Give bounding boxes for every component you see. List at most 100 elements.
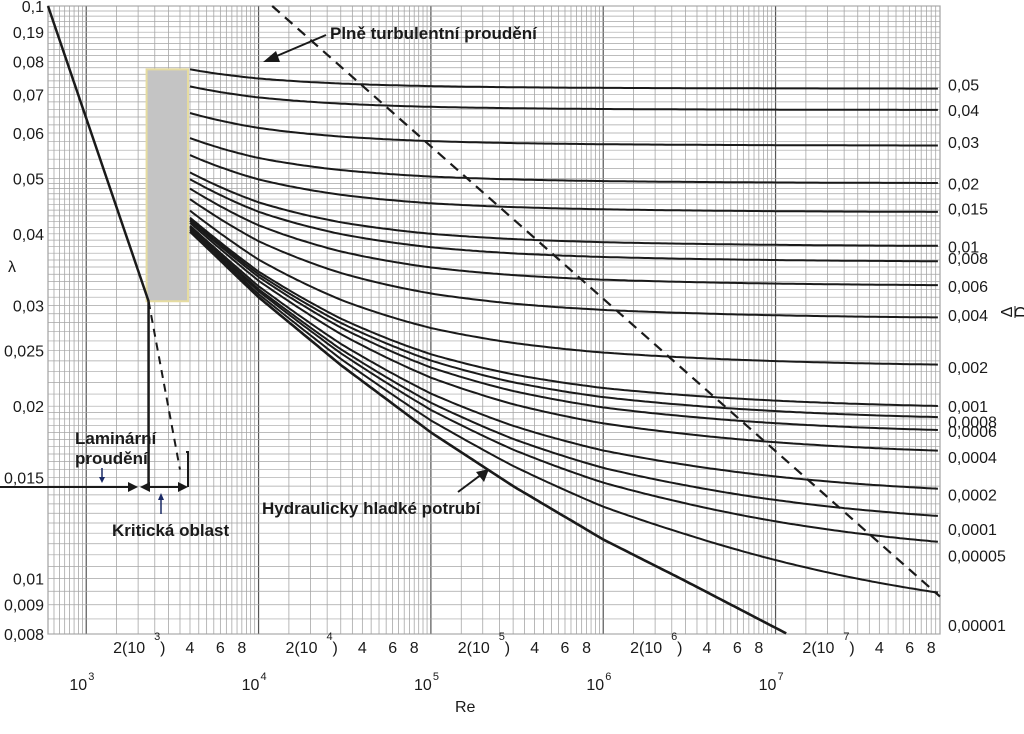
roughness-label: 0,05 xyxy=(948,78,979,95)
y-tick-label: 0,02 xyxy=(13,399,44,416)
annotation-smooth-text: Hydraulicky hladké potrubí xyxy=(262,499,481,518)
roughness-label: 0,0004 xyxy=(948,450,997,467)
x-tick-label-paren: ) xyxy=(849,640,854,657)
roughness-curve xyxy=(189,137,938,184)
y-tick-label: 0,1 xyxy=(22,0,44,16)
roughness-label: 0,0002 xyxy=(948,487,997,504)
y-tick-label: 0,05 xyxy=(13,171,44,188)
roughness-curves xyxy=(189,68,939,594)
x-tick-label-paren: ) xyxy=(332,640,337,657)
y-tick-label: 0,08 xyxy=(13,54,44,71)
laminar-range-arrowhead xyxy=(128,482,138,492)
roughness-curve xyxy=(189,112,938,147)
x-decade-label: 10 xyxy=(586,677,604,694)
roughness-curve xyxy=(189,224,938,490)
x-tick-label-paren: ) xyxy=(677,640,682,657)
critical-range-arrowhead-left xyxy=(140,482,150,492)
x-tick-label-paren: ) xyxy=(505,640,510,657)
y-tick-label: 0,07 xyxy=(13,88,44,105)
roughness-label: 0,0006 xyxy=(948,424,997,441)
y-tick-label: 0,009 xyxy=(4,598,44,615)
annotation-turbulent-arrowhead xyxy=(263,51,280,62)
x-tick-label-exp: 5 xyxy=(499,631,505,643)
y-tick-label: 0,015 xyxy=(4,471,44,488)
y-tick-label: 0,008 xyxy=(4,627,44,644)
annotation-laminar-text-1: Laminární xyxy=(75,429,158,448)
x-tick-label: 4 xyxy=(530,640,539,657)
x-tick-label: 2(10 xyxy=(113,640,145,657)
turbulent-boundary-dashed xyxy=(271,5,941,598)
roughness-label: 0,015 xyxy=(948,201,988,218)
x-tick-label-exp: 7 xyxy=(843,631,849,643)
x-tick-label: 6 xyxy=(216,640,225,657)
y-tick-label: 0,025 xyxy=(4,344,44,361)
annotation-laminar: Laminární proudění xyxy=(75,429,158,483)
x-decade-label: 10 xyxy=(69,677,87,694)
roughness-curve xyxy=(189,178,938,263)
roughness-label: 0,0008 xyxy=(948,415,997,432)
roughness-label: 0,001 xyxy=(948,399,988,416)
x-axis-label: Re xyxy=(455,699,476,716)
critical-small-arrowhead xyxy=(158,493,164,500)
annotation-critical: Kritická oblast xyxy=(112,493,229,540)
x-tick-label: 4 xyxy=(875,640,884,657)
annotation-smooth-arrowhead xyxy=(476,469,489,482)
roughness-label: 0,0001 xyxy=(948,522,997,539)
x-decade-label: 10 xyxy=(759,677,777,694)
annotation-turbulent-text: Plně turbulentní proudění xyxy=(330,24,538,43)
x-tick-label: 2(10 xyxy=(802,640,834,657)
x-tick-label: 4 xyxy=(703,640,712,657)
roughness-label: 0,006 xyxy=(948,279,988,296)
annotation-smooth-arrow-shaft xyxy=(457,473,483,493)
x-tick-label: 4 xyxy=(186,640,195,657)
roughness-curve xyxy=(189,219,938,431)
annotation-turbulent-arrow-shaft xyxy=(271,34,327,59)
x-tick-label: 8 xyxy=(582,640,591,657)
x-decade-label-exp: 7 xyxy=(778,671,784,683)
critical-range-bracket xyxy=(186,451,189,487)
roughness-label: 0,004 xyxy=(948,308,988,325)
x-decade-label-exp: 6 xyxy=(605,671,611,683)
x-decade-label: 10 xyxy=(414,677,432,694)
x-tick-label: 8 xyxy=(237,640,246,657)
x-decade-label-exp: 4 xyxy=(261,671,267,683)
annotation-critical-text: Kritická oblast xyxy=(112,521,229,540)
laminar-dashed-extension xyxy=(147,301,181,470)
laminar-small-arrowhead xyxy=(99,477,105,483)
y-tick-label: 0,01 xyxy=(13,572,44,589)
x-tick-label: 6 xyxy=(388,640,397,657)
roughness-curve xyxy=(189,68,938,90)
roughness-curve xyxy=(189,209,938,366)
y-tick-label: 0,04 xyxy=(13,227,44,244)
param-label-den: D xyxy=(1013,306,1024,318)
x-tick-label-exp: 4 xyxy=(326,631,332,643)
roughness-curve xyxy=(189,218,938,419)
roughness-curve xyxy=(189,229,939,594)
critical-range-arrowhead-right xyxy=(178,482,188,492)
x-tick-label: 8 xyxy=(754,640,763,657)
roughness-label: 0,03 xyxy=(948,135,979,152)
y-tick-label: 0,19 xyxy=(13,25,44,42)
x-tick-label: 8 xyxy=(410,640,419,657)
y-axis-label: λ xyxy=(8,259,16,276)
x-tick-label-exp: 3 xyxy=(154,631,160,643)
roughness-curve xyxy=(189,198,938,319)
roughness-curve xyxy=(189,85,938,111)
roughness-label: 0,01 xyxy=(948,240,979,257)
roughness-label: 0,00005 xyxy=(948,548,1006,565)
x-tick-label: 2(10 xyxy=(630,640,662,657)
x-tick-label: 4 xyxy=(358,640,367,657)
roughness-label: 0,04 xyxy=(948,103,979,120)
param-label-num: Δ xyxy=(999,306,1016,317)
roughness-label: 0,02 xyxy=(948,176,979,193)
x-decade-label-exp: 5 xyxy=(433,671,439,683)
laminar-line xyxy=(46,5,150,302)
roughness-labels: 0,05 0,04 0,03 0,02 0,015 0,010,008 0,006 0,004… xyxy=(948,78,1006,635)
y-tick-labels: 0,1 0,19 0,08 0,07 0,06 0,05 0,04 0,03 0,025 0,02… xyxy=(4,0,44,644)
x-tick-label: 6 xyxy=(733,640,742,657)
x-tick-label: 8 xyxy=(927,640,936,657)
x-tick-label-exp: 6 xyxy=(671,631,677,643)
roughness-curve xyxy=(189,187,938,287)
x-tick-labels: 2(103) 4 6 8 2(104) 4 6 8 2(105) 4 6 8 2(106) 4 6 8 2(10… xyxy=(69,631,935,694)
